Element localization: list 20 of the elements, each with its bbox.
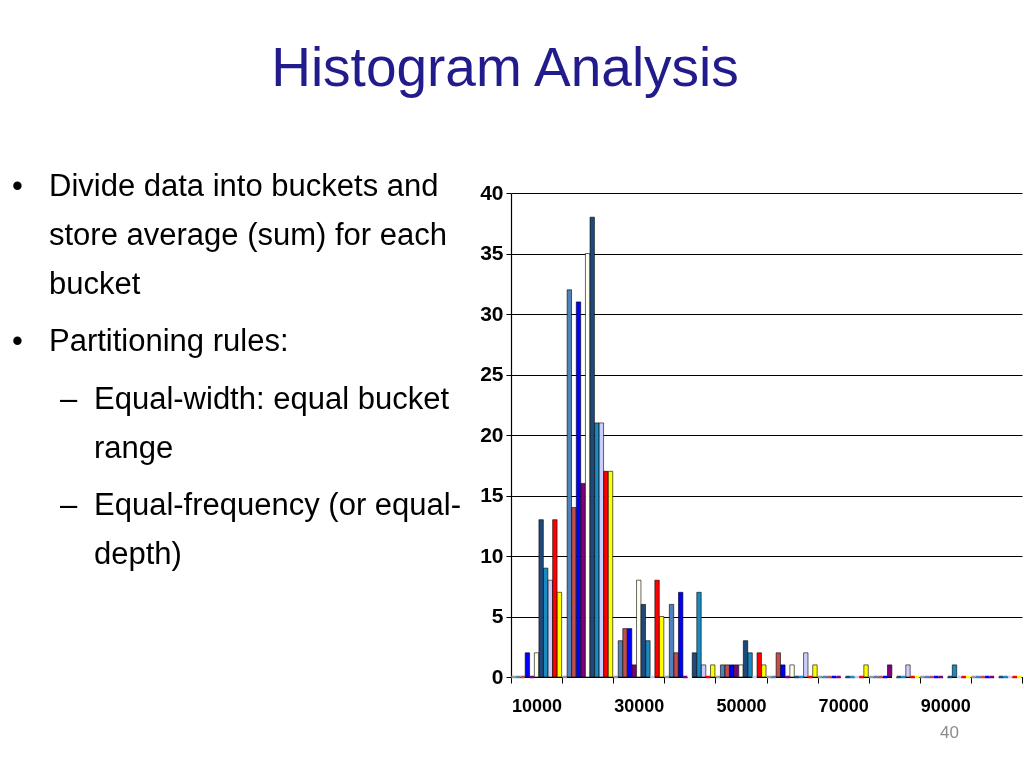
x-tick-label: 10000: [512, 695, 563, 716]
text: – Equal-frequency (or equal-depth): [60, 486, 462, 571]
x-tick-label: 30000: [614, 695, 665, 716]
chart-title: Histogram Analysis: [270, 35, 740, 100]
y-tick-label: 5: [491, 604, 504, 627]
y-tick-label: 40: [480, 180, 504, 204]
y-tick-label: 10: [480, 543, 504, 567]
y-tick-label: 30: [480, 301, 504, 325]
y-tick-label: 20: [480, 422, 504, 446]
text: • Divide data into buckets and store average (sum) for each bucket: [12, 167, 448, 301]
x-tick-label: 50000: [716, 695, 767, 716]
x-tick-label: 70000: [818, 695, 869, 716]
x-tick-label: 90000: [920, 695, 971, 716]
y-tick-label: 25: [480, 362, 504, 385]
y-tick-label: 0: [491, 664, 504, 688]
text: • Partitioning rules:: [12, 322, 289, 360]
y-tick-label: 35: [480, 241, 504, 264]
text: – Equal-width: equal bucket range: [60, 380, 450, 465]
y-tick-label: 15: [480, 483, 504, 506]
text: 40: [940, 722, 960, 744]
